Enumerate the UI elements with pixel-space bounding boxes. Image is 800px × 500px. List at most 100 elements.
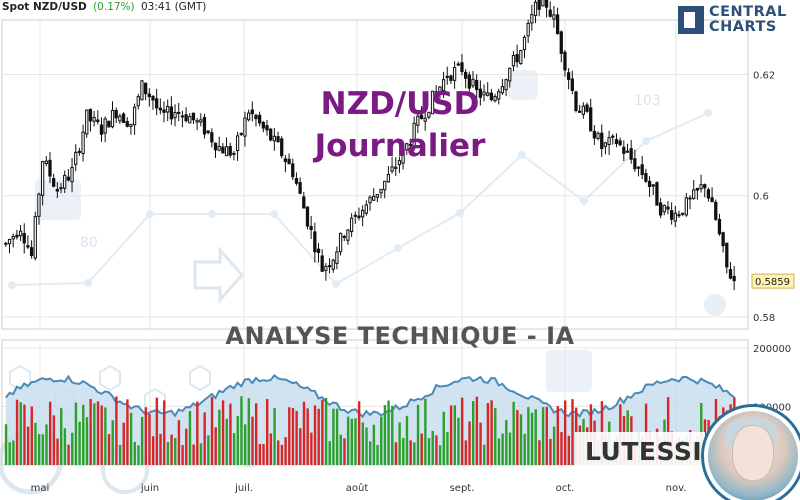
- candle-body: [592, 130, 597, 139]
- candle-63: [235, 131, 240, 161]
- volume-bar-56: [210, 396, 214, 465]
- candle-body: [640, 164, 644, 175]
- candle-body: [77, 150, 82, 153]
- candle-body: [114, 109, 118, 119]
- candle-71: [265, 119, 269, 136]
- volume-bar-19: [74, 402, 78, 465]
- candle-body: [213, 142, 218, 151]
- candle-body: [526, 22, 530, 37]
- candle-body: [294, 178, 299, 184]
- candle-body: [272, 135, 277, 142]
- volume-tick-label-0: 100000: [753, 402, 791, 413]
- candle-body: [666, 206, 670, 210]
- candle-body: [246, 112, 251, 121]
- candle-11: [44, 155, 48, 167]
- candle-body: [629, 148, 633, 160]
- symbol-label: Spot NZD/USD: [2, 1, 87, 13]
- candle-31: [118, 113, 122, 125]
- candle-body: [405, 143, 409, 151]
- candle-body: [188, 116, 192, 124]
- volume-bar-2: [12, 440, 15, 465]
- candle-body: [607, 137, 611, 145]
- candle-13: [52, 173, 56, 188]
- candle-109: [405, 142, 409, 155]
- candle-body: [383, 180, 387, 191]
- candle-body: [548, 9, 552, 17]
- candle-body: [143, 82, 148, 95]
- volume-bar-107: [398, 422, 401, 465]
- volume-bar-137: [508, 432, 512, 465]
- candle-body: [169, 106, 174, 120]
- volume-bar-134: [497, 438, 501, 465]
- candle-body: [81, 131, 85, 154]
- centralcharts-logo[interactable]: CENTRAL CHARTS: [678, 4, 794, 38]
- volume-bar-22: [85, 417, 89, 465]
- candle-160: [592, 125, 597, 145]
- time-label: 03:41 (GMT): [140, 1, 207, 13]
- candle-body: [644, 173, 648, 182]
- watermark-label-80: 80: [80, 235, 98, 251]
- volume-bar-58: [218, 409, 221, 465]
- candle-body: [486, 92, 490, 96]
- candle-body: [4, 242, 8, 245]
- candle-body: [99, 124, 104, 135]
- brand-label: LUTESSIA: [585, 437, 723, 466]
- candle-body: [585, 104, 589, 112]
- candle-body: [681, 212, 685, 215]
- candle-body: [445, 75, 449, 79]
- volume-bar-81: [302, 401, 306, 465]
- volume-bar-26: [100, 405, 103, 465]
- candle-body: [430, 90, 435, 115]
- candle-body: [173, 112, 177, 119]
- candle-97: [361, 205, 365, 227]
- volume-bar-79: [295, 410, 298, 465]
- candle-body: [423, 117, 427, 122]
- candle-117: [434, 85, 438, 95]
- candle-35: [132, 103, 137, 135]
- candle-body: [471, 78, 475, 87]
- logo-word-2: CHARTS: [709, 19, 777, 35]
- volume-bar-11: [45, 424, 48, 465]
- candle-body: [309, 225, 313, 230]
- candle-8: [33, 211, 37, 261]
- candle-98: [364, 200, 368, 216]
- candle-138: [511, 51, 516, 72]
- candle-body: [346, 229, 350, 241]
- volume-bar-41: [155, 397, 159, 465]
- candle-body: [206, 130, 210, 134]
- candle-15: [59, 182, 63, 194]
- candle-body: [316, 248, 321, 253]
- candle-body: [74, 151, 78, 165]
- volume-bar-131: [486, 403, 490, 465]
- volume-bar-126: [468, 421, 471, 465]
- candle-113: [419, 106, 424, 120]
- candle-body: [375, 193, 379, 198]
- volume-bar-51: [192, 444, 195, 465]
- candle-79: [294, 172, 299, 186]
- candle-70: [261, 121, 265, 133]
- volume-bar-24: [93, 403, 96, 465]
- volume-bar-6: [26, 426, 30, 465]
- candle-body: [416, 115, 420, 126]
- analysis-subtitle: ANALYSE TECHNIQUE - IA: [225, 322, 575, 350]
- candlesticks: [4, 0, 736, 291]
- volume-bar-86: [321, 399, 324, 465]
- volume-bar-110: [409, 440, 412, 465]
- candle-body: [710, 197, 714, 203]
- candle-1: [7, 238, 12, 254]
- volume-bar-67: [251, 416, 254, 465]
- volume-bar-20: [78, 421, 81, 465]
- candle-body: [327, 265, 332, 268]
- candle-body: [184, 114, 188, 122]
- candle-body: [177, 112, 181, 115]
- watermark-label-103: 103: [634, 93, 661, 109]
- volume-bar-128: [475, 396, 479, 465]
- volume-bar-0: [4, 424, 8, 465]
- candle-76: [283, 155, 288, 173]
- candle-body: [511, 55, 516, 67]
- volume-bar-88: [328, 441, 331, 465]
- volume-bar-65: [243, 424, 247, 465]
- volume-bar-68: [254, 403, 258, 465]
- volume-bar-87: [324, 397, 328, 465]
- candle-186: [688, 195, 692, 210]
